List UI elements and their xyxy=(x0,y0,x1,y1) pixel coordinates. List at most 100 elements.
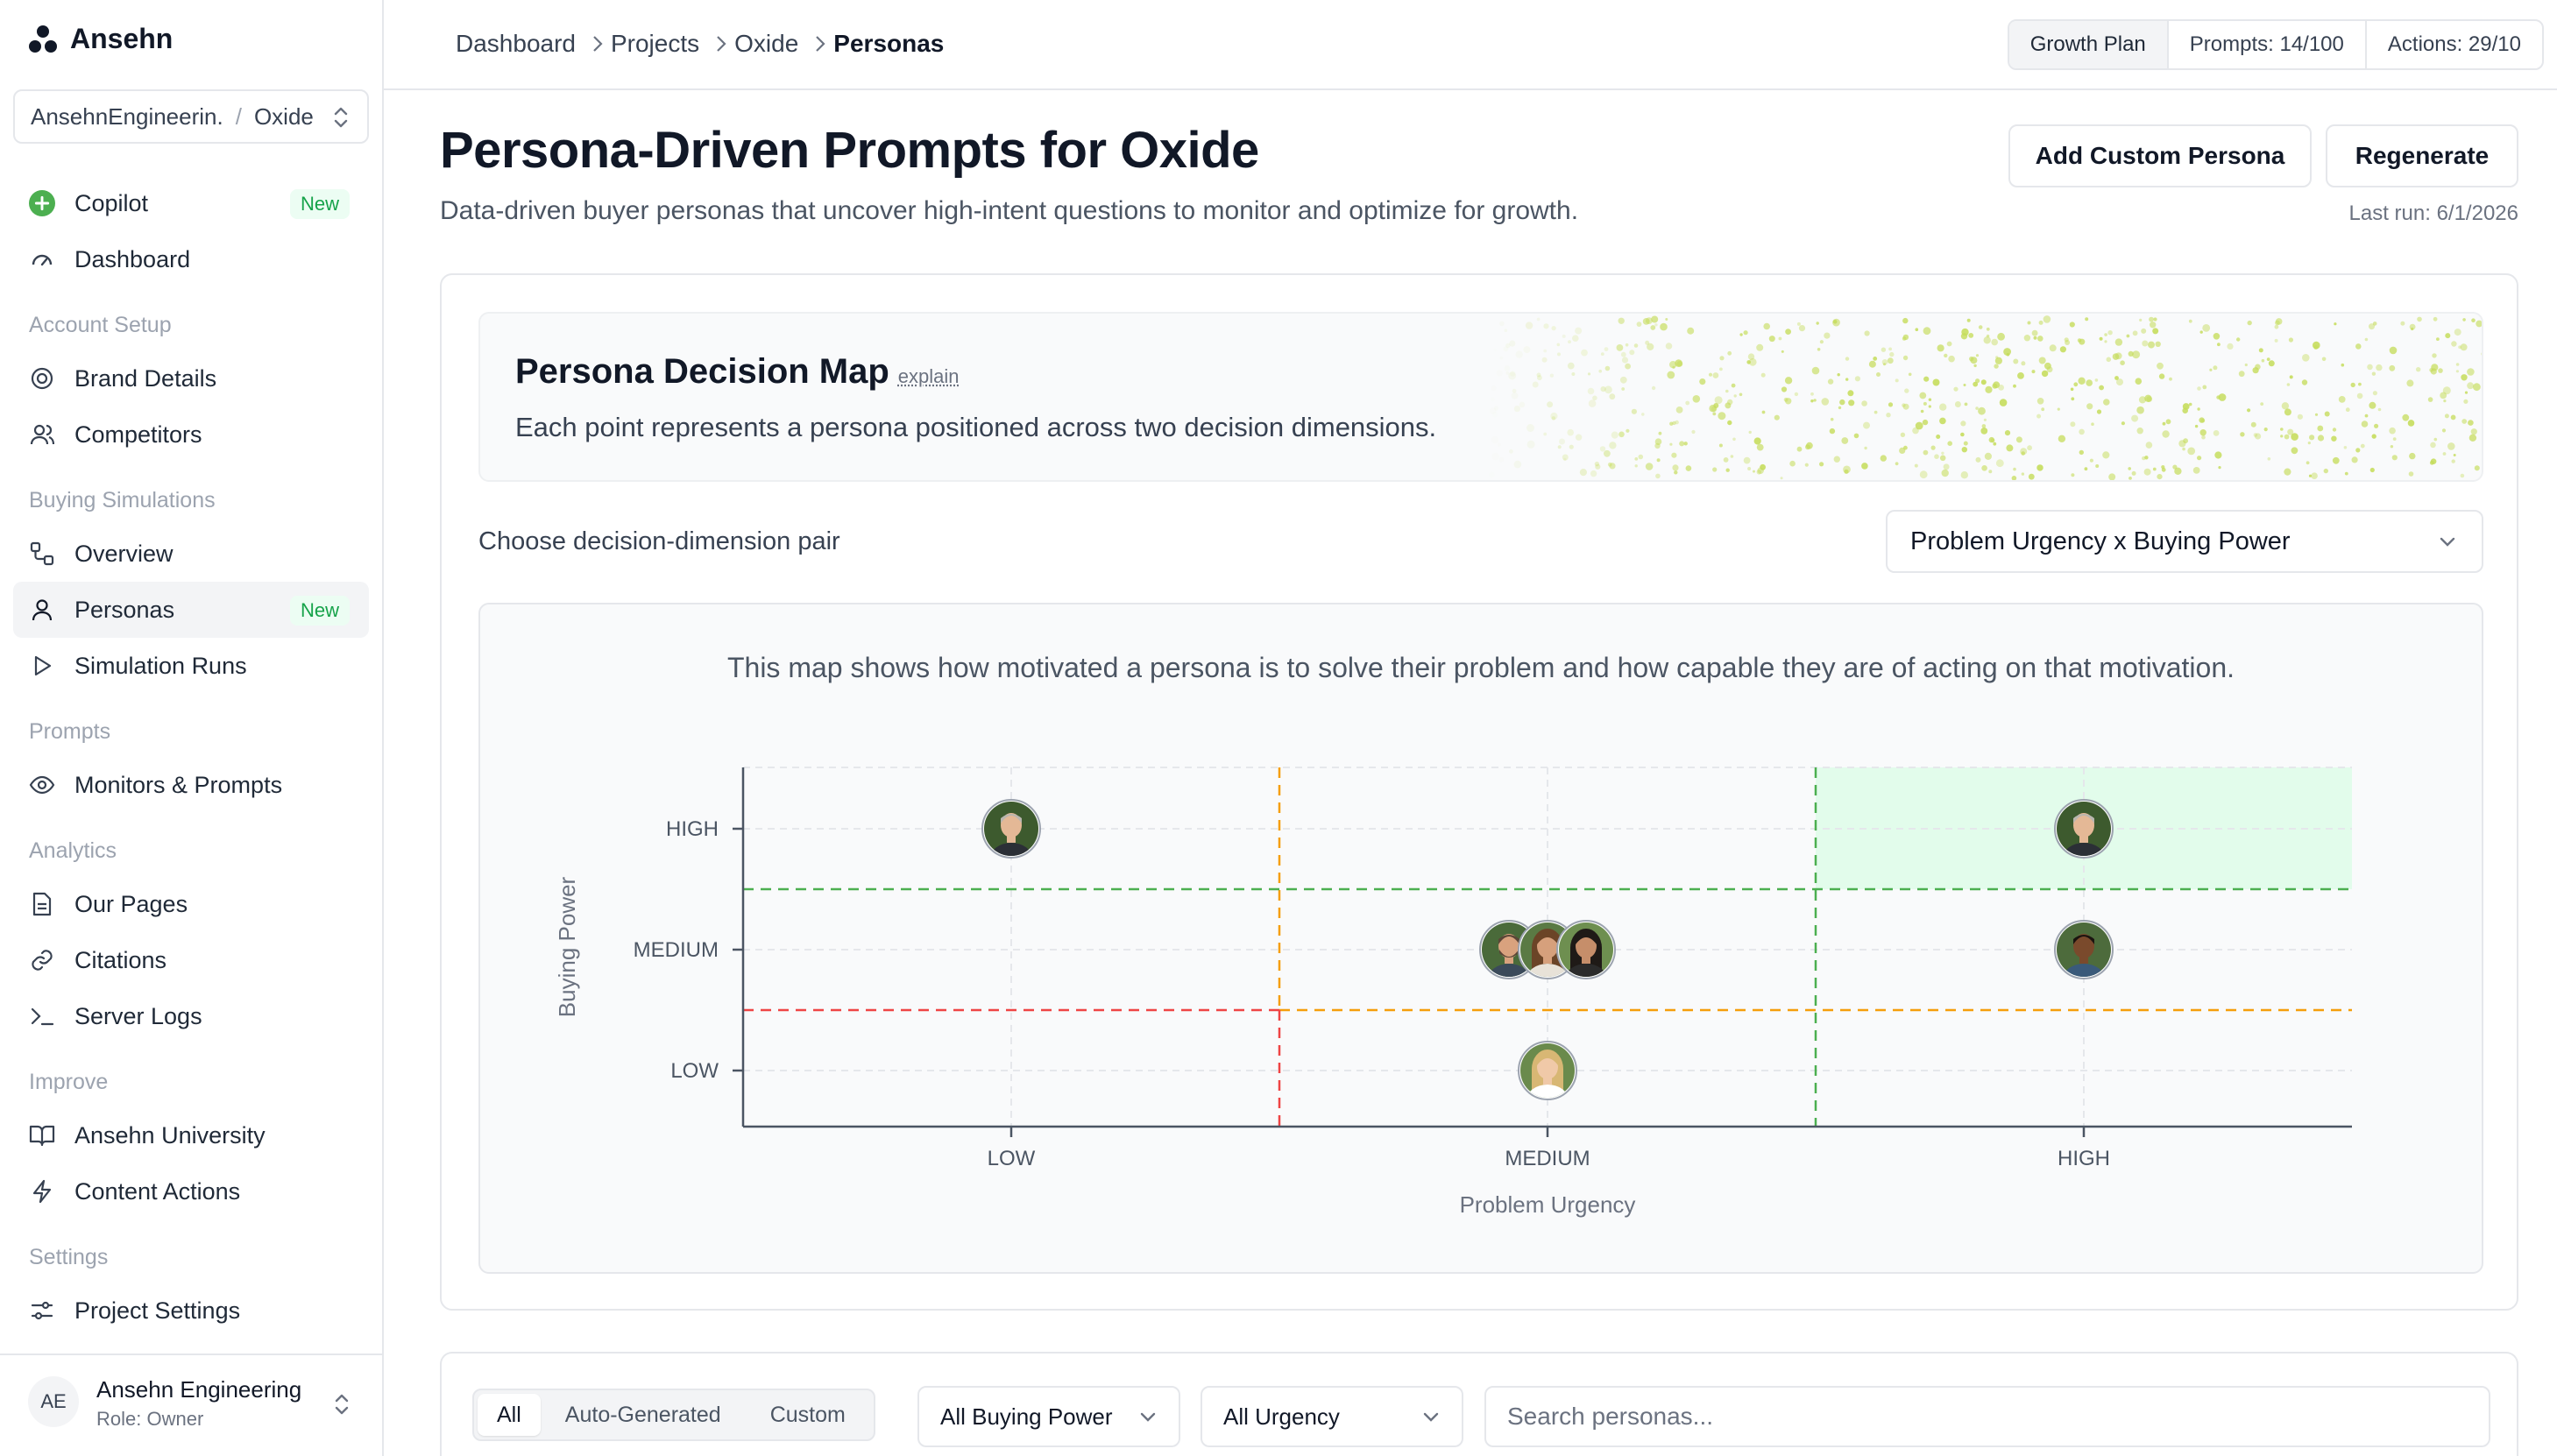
persona-point[interactable] xyxy=(2054,799,2114,874)
brand-logo[interactable]: Ansehn xyxy=(28,23,173,55)
decoration-dot xyxy=(1655,473,1661,479)
regenerate-button[interactable]: Regenerate xyxy=(2326,124,2518,187)
decoration-dot xyxy=(2199,417,2205,423)
decoration-dot xyxy=(2027,445,2032,451)
search-personas-input[interactable] xyxy=(1484,1386,2490,1447)
actions-usage[interactable]: Actions: 29/10 xyxy=(2364,21,2542,68)
decoration-dot xyxy=(1902,336,1907,341)
sidebar-item-label: Brand Details xyxy=(74,364,217,392)
prompts-usage[interactable]: Prompts: 14/100 xyxy=(2166,21,2365,68)
decoration-dot xyxy=(1667,371,1675,379)
sidebar-item-overview[interactable]: Overview xyxy=(13,526,369,582)
sidebar-item-dashboard[interactable]: Dashboard xyxy=(13,231,369,287)
decoration-dot xyxy=(1994,357,2002,364)
decoration-dot xyxy=(2440,392,2447,399)
decoration-dot xyxy=(2297,413,2303,420)
decoration-dot xyxy=(1669,442,1673,446)
decoration-dot xyxy=(1806,442,1813,449)
decoration-dot xyxy=(1543,323,1549,329)
decoration-dot xyxy=(2313,341,2320,350)
decoration-dot xyxy=(2334,322,2337,326)
decoration-dot xyxy=(2476,320,2482,328)
decoration-dot xyxy=(2343,446,2348,449)
page-title: Persona-Driven Prompts for Oxide xyxy=(440,122,1259,179)
decoration-dot xyxy=(1747,467,1752,470)
decoration-dot xyxy=(2324,411,2330,417)
decoration-dot xyxy=(2284,408,2291,416)
decoration-dot xyxy=(1557,445,1562,449)
sidebar-item-server-logs[interactable]: Server Logs xyxy=(13,988,369,1044)
decoration-dot xyxy=(1718,412,1726,421)
decoration-dot xyxy=(2301,379,2308,385)
decoration-dot xyxy=(1876,372,1881,377)
decoration-dot xyxy=(2429,368,2433,372)
decoration-dot xyxy=(2291,447,2298,455)
explain-link[interactable]: explain xyxy=(897,365,960,387)
buying-power-filter[interactable]: All Buying Power xyxy=(917,1386,1180,1447)
x-tick-label: MEDIUM xyxy=(1505,1147,1590,1170)
decoration-dot xyxy=(2267,457,2271,461)
user-menu[interactable]: AE Ansehn Engineering Role: Owner xyxy=(0,1354,384,1456)
decoration-dot xyxy=(1983,336,1991,344)
decoration-dot xyxy=(2043,315,2051,323)
decoration-dot xyxy=(1947,441,1952,446)
decoration-dot xyxy=(2371,371,2376,376)
urgency-filter[interactable]: All Urgency xyxy=(1201,1386,1463,1447)
decoration-dot xyxy=(2065,340,2071,345)
sidebar-item-copilot[interactable]: Copilot New xyxy=(13,175,369,231)
decoration-dot xyxy=(2103,399,2110,406)
decoration-dot xyxy=(2247,408,2251,413)
sidebar-item-project-settings[interactable]: Project Settings xyxy=(13,1283,369,1339)
decoration-dot xyxy=(2286,383,2291,386)
persona-point[interactable] xyxy=(1518,1041,1577,1116)
decoration-dot xyxy=(2280,428,2284,431)
plan-name[interactable]: Growth Plan xyxy=(2008,21,2167,68)
tab-all[interactable]: All xyxy=(478,1394,541,1436)
decoration-dot xyxy=(2433,316,2438,322)
decoration-dot xyxy=(2182,403,2190,410)
decoration-dot xyxy=(1798,325,1806,332)
x-tick-label: LOW xyxy=(988,1147,1036,1170)
decoration-dot xyxy=(2121,421,2125,426)
tab-custom[interactable]: Custom xyxy=(769,1402,846,1427)
decoration-dot xyxy=(1557,352,1561,357)
decoration-dot xyxy=(2031,370,2036,374)
sidebar-item-monitors-prompts[interactable]: Monitors & Prompts xyxy=(13,757,369,813)
sidebar-item-simulation-runs[interactable]: Simulation Runs xyxy=(13,638,369,694)
decoration-dot xyxy=(1804,463,1809,467)
decoration-dot xyxy=(2003,348,2011,356)
add-custom-persona-button[interactable]: Add Custom Persona xyxy=(2008,124,2312,187)
decoration-dot xyxy=(1747,353,1755,360)
decoration-dot xyxy=(1489,472,1495,478)
decoration-dot xyxy=(1619,376,1627,384)
terminal-icon xyxy=(29,1003,55,1029)
decoration-dot xyxy=(2013,358,2019,364)
decoration-dot xyxy=(1968,333,1974,338)
breadcrumb-projects[interactable]: Projects xyxy=(610,30,700,57)
breadcrumb-dashboard[interactable]: Dashboard xyxy=(456,30,576,57)
persona-point[interactable] xyxy=(981,799,1041,874)
sidebar-item-our-pages[interactable]: Our Pages xyxy=(13,876,369,932)
decoration-dot xyxy=(2070,421,2076,428)
persona-point[interactable] xyxy=(2054,920,2114,995)
decoration-dot xyxy=(2402,413,2410,421)
sidebar-item-content-actions[interactable]: Content Actions xyxy=(13,1163,369,1219)
decoration-dot xyxy=(2017,372,2024,379)
breadcrumb-oxide[interactable]: Oxide xyxy=(734,30,799,57)
persona-point[interactable] xyxy=(1556,920,1616,995)
sidebar-item-personas[interactable]: Personas New xyxy=(13,582,369,638)
tab-auto-generated[interactable]: Auto-Generated xyxy=(564,1402,721,1427)
decoration-dot xyxy=(2021,451,2025,456)
sidebar-item-label: Personas xyxy=(74,596,175,623)
decoration-dot xyxy=(2197,456,2202,461)
decoration-dot xyxy=(1595,463,1601,470)
persona-decision-card: Persona Decision Map explain Each point r… xyxy=(440,273,2518,1311)
chevron-down-icon xyxy=(2440,537,2455,547)
sidebar-item-brand-details[interactable]: Brand Details xyxy=(13,350,369,406)
sidebar-item-ansehn-university[interactable]: Ansehn University xyxy=(13,1107,369,1163)
sidebar-item-citations[interactable]: Citations xyxy=(13,932,369,988)
dimension-pair-select[interactable]: Problem Urgency x Buying Power xyxy=(1886,510,2483,573)
project-switcher[interactable]: AnsehnEngineerin. / Oxide xyxy=(13,89,369,144)
sidebar-item-competitors[interactable]: Competitors xyxy=(13,406,369,463)
decoration-dot xyxy=(1975,378,1980,384)
